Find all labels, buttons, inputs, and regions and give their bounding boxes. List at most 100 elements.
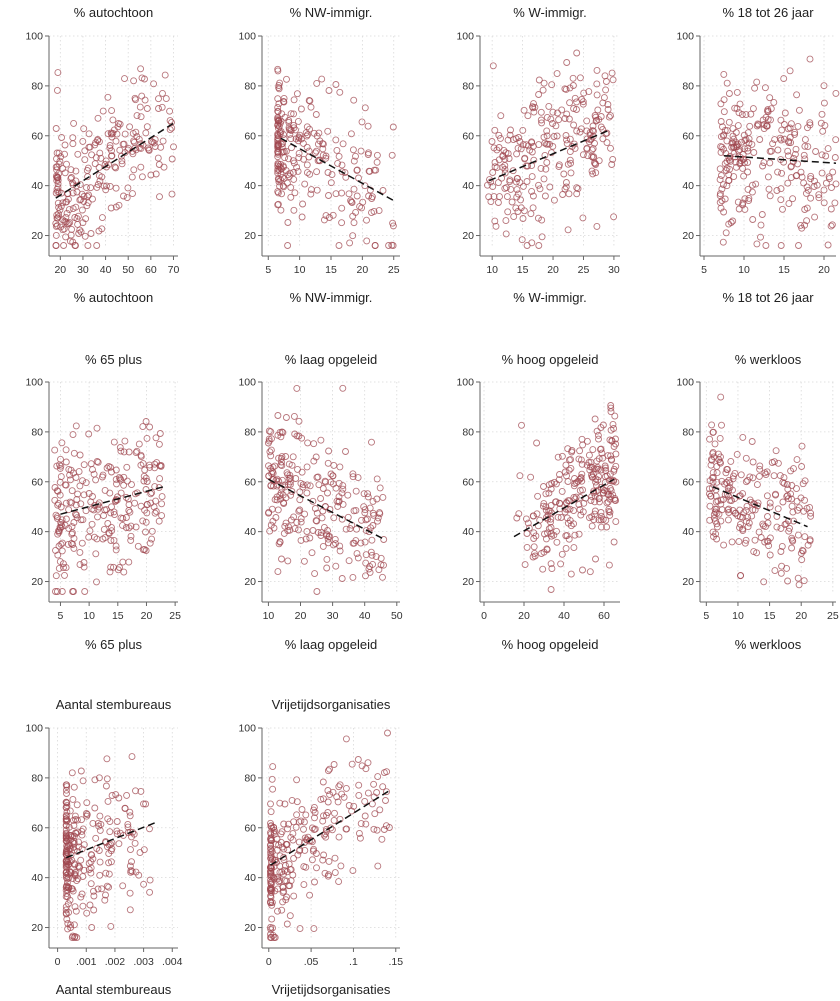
data-point <box>346 525 354 533</box>
data-point <box>589 446 597 454</box>
data-point <box>121 130 129 138</box>
data-point <box>106 828 114 836</box>
data-point <box>521 155 529 163</box>
data-point <box>315 156 323 164</box>
data-point <box>784 147 792 155</box>
y-tick-label: 40 <box>31 180 43 192</box>
data-point <box>570 507 578 515</box>
data-point <box>733 143 741 151</box>
data-point <box>739 525 746 533</box>
data-point <box>485 193 493 201</box>
data-point <box>380 826 388 833</box>
data-point <box>513 186 521 194</box>
data-point <box>610 213 618 221</box>
data-point <box>274 108 282 116</box>
data-point <box>719 238 727 246</box>
data-point <box>85 859 93 867</box>
data-point <box>598 449 606 457</box>
data-point <box>548 565 556 573</box>
y-tick-label: 20 <box>31 922 43 934</box>
data-point <box>383 768 391 776</box>
data-point <box>326 791 334 799</box>
data-point <box>790 154 798 162</box>
data-point <box>349 473 357 481</box>
data-point <box>727 457 735 465</box>
data-point <box>159 137 167 145</box>
data-point <box>354 474 362 482</box>
data-point <box>761 84 769 92</box>
data-point <box>335 493 343 501</box>
data-point <box>116 444 124 451</box>
data-point <box>103 755 111 763</box>
data-point <box>54 188 62 196</box>
data-point <box>772 491 779 499</box>
data-point <box>267 899 275 907</box>
data-point <box>62 446 70 454</box>
data-point <box>713 509 721 517</box>
data-point <box>282 494 290 502</box>
data-point <box>317 795 325 803</box>
data-point <box>274 160 282 168</box>
data-point <box>739 433 747 441</box>
data-point <box>59 539 66 547</box>
data-point <box>131 499 139 507</box>
data-point <box>556 499 563 507</box>
data-point <box>132 868 140 876</box>
data-point <box>547 518 554 526</box>
data-point <box>749 458 757 466</box>
data-point <box>596 445 604 453</box>
data-point <box>332 136 340 144</box>
data-point <box>597 512 605 520</box>
data-point <box>755 472 763 480</box>
data-point <box>151 483 159 491</box>
data-point <box>336 463 344 471</box>
x-axis-label: % NW-immigr. <box>290 290 373 305</box>
data-point <box>342 825 350 833</box>
data-point <box>154 154 162 162</box>
data-point <box>595 435 602 443</box>
data-point <box>80 125 88 133</box>
data-point <box>71 903 79 911</box>
data-point <box>267 841 274 849</box>
data-point <box>126 889 134 897</box>
data-point <box>503 193 511 201</box>
data-point <box>570 520 578 528</box>
data-point <box>798 442 806 450</box>
data-point <box>717 172 725 179</box>
data-point <box>104 843 111 851</box>
data-point <box>274 568 282 576</box>
data-point <box>781 521 789 528</box>
data-point <box>70 921 78 929</box>
data-point <box>355 174 362 182</box>
data-point <box>779 478 787 486</box>
data-point <box>800 151 808 159</box>
fit-line <box>712 486 808 528</box>
data-point <box>356 834 364 842</box>
data-point <box>107 537 115 544</box>
data-point <box>267 481 275 489</box>
data-points <box>264 384 388 595</box>
data-point <box>293 163 301 171</box>
data-point <box>607 404 615 412</box>
data-point <box>336 88 344 96</box>
data-point <box>81 232 89 240</box>
data-point <box>777 136 785 144</box>
data-point <box>72 167 80 175</box>
data-point <box>609 476 617 484</box>
data-point <box>579 441 587 449</box>
data-point <box>268 775 276 783</box>
data-point <box>73 188 81 196</box>
data-point <box>506 131 514 139</box>
data-point <box>300 825 307 833</box>
data-point <box>750 500 758 508</box>
data-point <box>290 412 298 420</box>
data-point <box>344 491 352 499</box>
data-point <box>125 558 133 566</box>
data-point <box>57 189 65 197</box>
data-point <box>102 869 110 877</box>
data-point <box>126 808 134 816</box>
data-point <box>585 138 593 146</box>
data-point <box>63 209 71 217</box>
data-point <box>360 490 368 498</box>
data-point <box>792 145 800 153</box>
